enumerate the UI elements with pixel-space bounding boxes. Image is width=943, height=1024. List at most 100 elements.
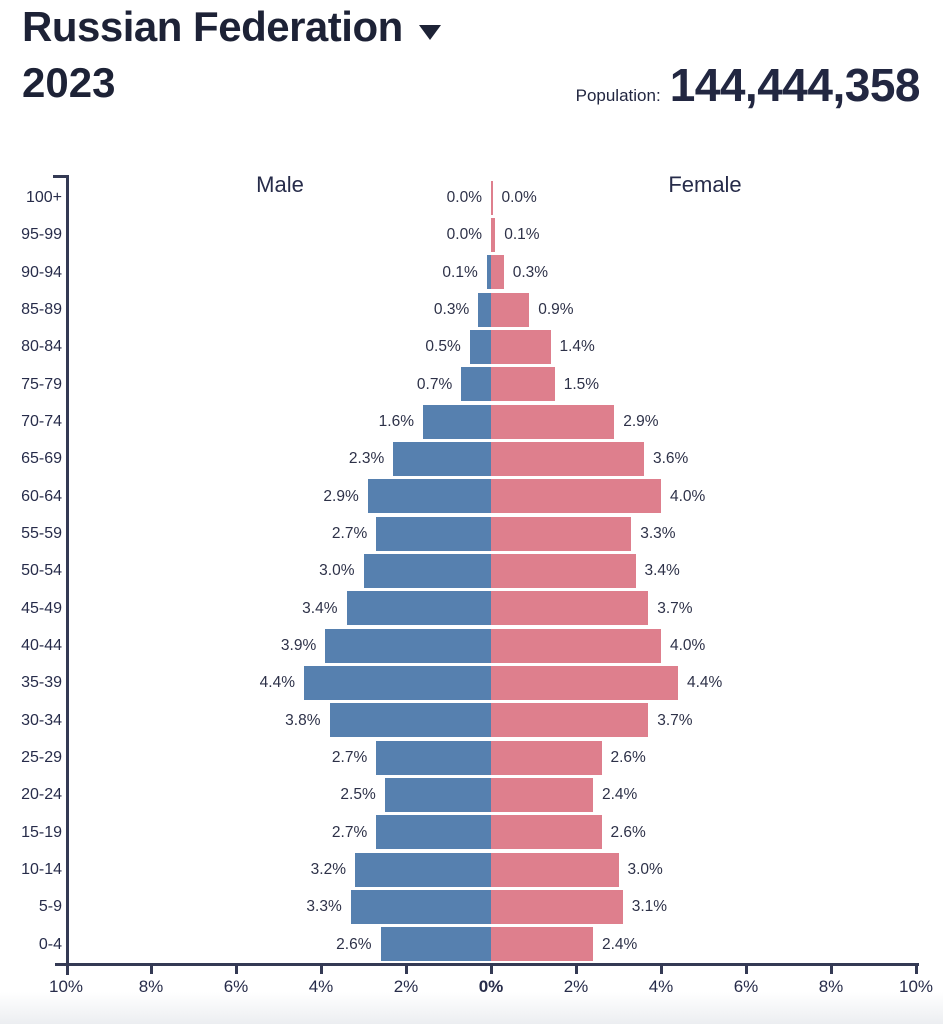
male-bar bbox=[355, 852, 491, 887]
male-value-label: 1.6% bbox=[378, 413, 414, 430]
male-value-label: 3.2% bbox=[310, 861, 346, 878]
female-bar bbox=[491, 367, 555, 402]
x-axis-tick bbox=[149, 963, 153, 974]
age-group-label: 60-64 bbox=[21, 487, 62, 505]
age-group-label: 100+ bbox=[25, 189, 62, 206]
age-group-label: 75-79 bbox=[21, 375, 62, 393]
female-bar bbox=[491, 255, 504, 290]
x-axis-tick-label: 4% bbox=[308, 977, 334, 996]
x-axis-tick bbox=[914, 963, 918, 974]
x-axis-tick-label: 10% bbox=[48, 977, 84, 996]
female-bar bbox=[491, 927, 593, 962]
female-bar bbox=[491, 442, 644, 476]
female-value-label: 3.0% bbox=[627, 861, 663, 878]
population-label: Population: bbox=[575, 86, 661, 105]
female-value-label: 0.1% bbox=[504, 226, 540, 244]
female-value-label: 1.4% bbox=[559, 338, 595, 356]
female-value-label: 2.4% bbox=[602, 786, 638, 804]
x-axis-tick bbox=[234, 963, 238, 974]
female-value-label: 3.6% bbox=[653, 450, 689, 468]
female-bar bbox=[491, 666, 678, 700]
age-group-label: 30-34 bbox=[21, 711, 62, 729]
male-bar bbox=[384, 778, 491, 812]
female-bar bbox=[491, 628, 661, 663]
age-group-label: 35-39 bbox=[21, 674, 62, 692]
female-bar bbox=[491, 852, 619, 887]
age-group-label: 40-44 bbox=[21, 637, 62, 654]
male-value-label: 2.5% bbox=[340, 786, 376, 804]
male-bar bbox=[376, 516, 491, 551]
caret-down-icon[interactable] bbox=[418, 24, 441, 40]
age-group-label: 55-59 bbox=[21, 525, 62, 542]
male-value-label: 0.3% bbox=[433, 301, 470, 318]
female-bar bbox=[491, 218, 496, 252]
male-bar bbox=[325, 628, 491, 663]
male-bar bbox=[346, 591, 491, 626]
male-value-label: 0.1% bbox=[442, 263, 478, 281]
age-group-label: 10-14 bbox=[21, 861, 62, 878]
male-value-label: 3.4% bbox=[302, 599, 338, 617]
female-bar bbox=[491, 330, 551, 364]
male-bar bbox=[350, 890, 491, 924]
male-bar bbox=[363, 554, 491, 588]
male-value-label: 4.4% bbox=[259, 674, 295, 692]
male-value-label: 0.5% bbox=[425, 338, 461, 356]
bottom-fade bbox=[0, 992, 943, 1024]
year-label: 2023 bbox=[22, 59, 116, 106]
female-value-label: 0.3% bbox=[512, 263, 549, 281]
male-bar bbox=[376, 815, 491, 850]
male-value-label: 3.3% bbox=[306, 898, 342, 916]
x-axis-tick bbox=[574, 963, 578, 974]
male-value-label: 2.7% bbox=[331, 749, 368, 766]
age-group-label: 20-24 bbox=[21, 786, 62, 804]
x-axis-tick-label: 2% bbox=[563, 977, 589, 996]
male-bar bbox=[393, 442, 491, 476]
male-value-label: 0.0% bbox=[446, 226, 482, 244]
female-value-label: 2.4% bbox=[602, 935, 638, 953]
male-value-label: 2.7% bbox=[331, 525, 368, 542]
age-group-label: 45-49 bbox=[21, 599, 62, 617]
country-selector[interactable]: Russian Federation bbox=[22, 3, 441, 50]
age-group-label: 25-29 bbox=[21, 749, 62, 766]
male-bar bbox=[376, 740, 491, 775]
female-series-label: Female bbox=[668, 172, 742, 197]
x-axis-tick bbox=[404, 963, 408, 974]
female-bar bbox=[491, 591, 649, 626]
female-value-label: 2.6% bbox=[610, 823, 646, 841]
female-value-label: 2.6% bbox=[610, 749, 646, 766]
female-value-label: 1.5% bbox=[563, 375, 600, 393]
x-axis-tick bbox=[489, 963, 493, 974]
country-name[interactable]: Russian Federation bbox=[22, 3, 403, 50]
female-bar bbox=[491, 479, 661, 514]
female-value-label: 3.7% bbox=[657, 599, 693, 617]
female-value-label: 4.4% bbox=[687, 674, 723, 692]
male-value-label: 0.7% bbox=[416, 375, 453, 393]
x-axis bbox=[55, 963, 919, 966]
female-bar bbox=[491, 778, 593, 812]
x-axis-tick-label: 6% bbox=[733, 977, 759, 996]
female-value-label: 4.0% bbox=[670, 487, 706, 505]
age-group-label: 50-54 bbox=[21, 562, 62, 580]
male-bar bbox=[329, 703, 491, 738]
female-value-label: 3.3% bbox=[640, 525, 676, 542]
age-group-label: 65-69 bbox=[21, 450, 62, 468]
x-axis-tick-label: 4% bbox=[648, 977, 674, 996]
female-bar bbox=[491, 404, 615, 439]
age-group-label: 70-74 bbox=[21, 413, 62, 430]
female-bar bbox=[491, 180, 493, 215]
female-value-label: 3.4% bbox=[644, 562, 680, 580]
population-block: Population: 144,444,358 bbox=[575, 58, 921, 112]
female-value-label: 3.7% bbox=[657, 711, 693, 729]
female-value-label: 2.9% bbox=[623, 413, 659, 430]
age-group-label: 95-99 bbox=[21, 226, 62, 244]
female-value-label: 3.1% bbox=[631, 898, 668, 916]
x-axis-tick-label: 8% bbox=[138, 977, 164, 996]
x-axis-tick-label: 6% bbox=[223, 977, 249, 996]
female-value-label: 4.0% bbox=[670, 637, 706, 654]
population-value: 144,444,358 bbox=[669, 59, 921, 111]
female-value-label: 0.9% bbox=[538, 301, 574, 318]
y-axis bbox=[66, 175, 69, 975]
x-axis-tick-label: 0% bbox=[478, 977, 504, 996]
male-series-label: Male bbox=[256, 172, 304, 197]
male-bar bbox=[380, 927, 491, 962]
